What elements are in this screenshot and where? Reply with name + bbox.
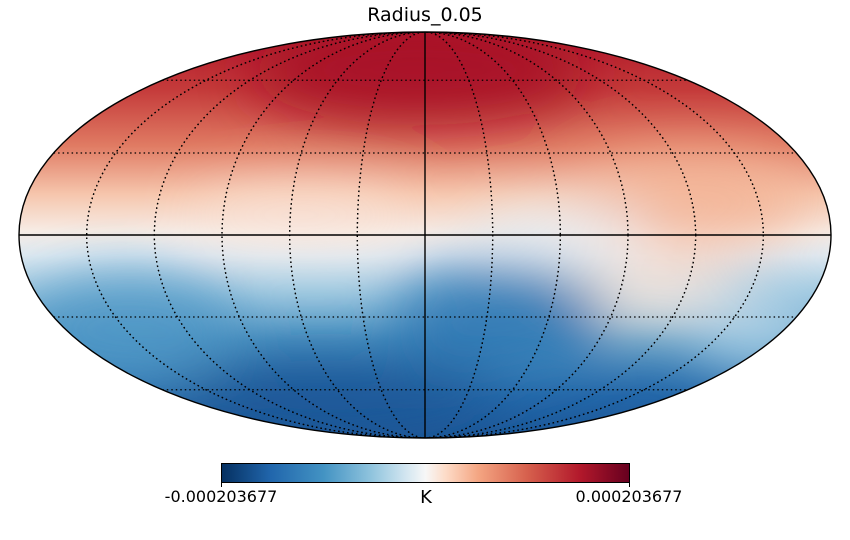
map-title: Radius_0.05	[367, 4, 483, 26]
colorbar-unit-label: K	[420, 487, 432, 508]
mollweide-map	[18, 31, 832, 439]
colorbar-tick-min	[221, 483, 222, 487]
colorbar-tick-max	[629, 483, 630, 487]
colorbar	[221, 463, 630, 487]
map-outline	[18, 31, 832, 439]
colorbar-gradient	[221, 463, 630, 483]
colorbar-min-label: -0.000203677	[164, 487, 278, 506]
colorbar-max-label: 0.000203677	[575, 487, 683, 506]
